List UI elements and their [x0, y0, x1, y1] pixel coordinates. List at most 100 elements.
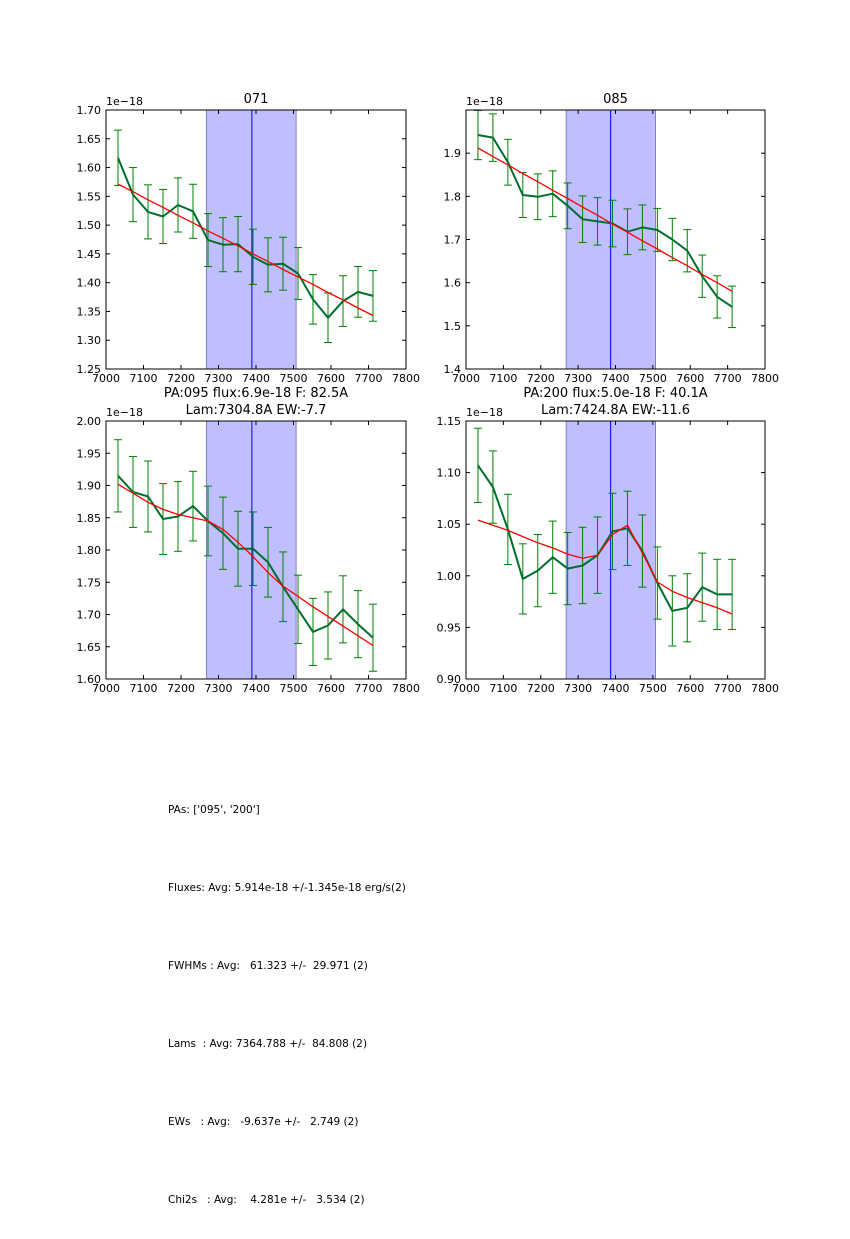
- y-tick-label: 1.60: [77, 162, 102, 175]
- x-tick-label: 7500: [639, 682, 667, 695]
- y-tick-label: 1.5: [444, 320, 462, 333]
- y-tick-label: 1.30: [77, 334, 102, 347]
- summary-pas: PAs: ['095', '200']: [168, 804, 260, 816]
- error-bar: [728, 285, 737, 329]
- x-tick-label: 7700: [714, 682, 742, 695]
- y-tick-label: 1.00: [437, 570, 462, 583]
- x-tick-label: 7200: [527, 372, 555, 385]
- y-tick-label: 1.25: [77, 363, 102, 376]
- y-tick-label: 2.00: [77, 415, 102, 428]
- y-tick-label: 1.75: [77, 576, 102, 589]
- y-tick-label: 1.70: [77, 609, 102, 622]
- y-tick-label: 1.65: [77, 641, 102, 654]
- offset-label: 1e−18: [106, 95, 143, 108]
- axes-frame: [465, 420, 766, 680]
- x-tick-label: 7000: [452, 372, 480, 385]
- summary-stats: PAs: ['095', '200'] Fluxes: Avg: 5.914e-…: [168, 745, 406, 1239]
- y-tick-label: 1.70: [77, 104, 102, 117]
- x-tick-label: 7500: [639, 372, 667, 385]
- highlight-band: [206, 109, 297, 370]
- x-tick-label: 7000: [452, 682, 480, 695]
- y-tick-label: 1.9: [444, 147, 462, 160]
- fit-line: [477, 147, 733, 292]
- summary-ews: EWs : Avg: -9.637e +/- 2.749 (2): [168, 1116, 359, 1128]
- y-tick-label: 1.50: [77, 219, 102, 232]
- x-tick-label: 7400: [242, 372, 270, 385]
- x-tick-label: 7600: [317, 682, 345, 695]
- x-tick-label: 7100: [489, 682, 517, 695]
- fit-line: [117, 483, 374, 647]
- axes-frame: [105, 420, 407, 680]
- offset-label: 1e−18: [106, 406, 143, 419]
- error-bar: [728, 558, 737, 630]
- error-bar: [114, 129, 122, 186]
- offset-label: 1e−18: [466, 95, 503, 108]
- summary-fwhms: FWHMs : Avg: 61.323 +/- 29.971 (2): [168, 960, 368, 972]
- x-tick-label: 7300: [205, 372, 233, 385]
- subplot-title: 085: [603, 92, 628, 107]
- summary-lams: Lams : Avg: 7364.788 +/- 84.808 (2): [168, 1038, 368, 1050]
- data-line: [477, 134, 733, 308]
- subplot-subtitle: Lam:7424.8A EW:-11.6: [541, 403, 690, 418]
- x-tick-label: 7600: [676, 372, 704, 385]
- fit-line: [477, 519, 733, 615]
- y-tick-label: 1.45: [77, 248, 102, 261]
- y-tick-label: 1.65: [77, 133, 102, 146]
- summary-chi2s: Chi2s : Avg: 4.281e +/- 3.534 (2): [168, 1194, 365, 1206]
- x-tick-label: 7000: [92, 372, 120, 385]
- y-tick-label: 1.4: [444, 363, 462, 376]
- x-tick-label: 7800: [751, 682, 779, 695]
- x-tick-label: 7700: [714, 372, 742, 385]
- x-tick-label: 7700: [355, 372, 383, 385]
- subplot-3: 7000 7100 7200 7300 7400 7500 7600 7700 7800 1.60…: [77, 386, 421, 695]
- y-tick-label: 1.15: [437, 415, 462, 428]
- data-line: [477, 464, 733, 612]
- x-tick-label: 7700: [355, 682, 383, 695]
- x-tick-label: 7300: [205, 682, 233, 695]
- highlight-band: [206, 420, 297, 680]
- x-tick-label: 7000: [92, 682, 120, 695]
- y-tick-label: 1.40: [77, 277, 102, 290]
- x-tick-label: 7500: [280, 372, 308, 385]
- subplot-title: 071: [244, 92, 269, 107]
- y-tick-label: 1.6: [444, 277, 462, 290]
- error-bar: [473, 427, 482, 504]
- x-tick-label: 7200: [167, 372, 195, 385]
- x-tick-label: 7200: [167, 682, 195, 695]
- x-tick-label: 7300: [564, 372, 592, 385]
- axes-frame: [105, 109, 407, 370]
- subplot-title: PA:200 flux:5.0e-18 F: 40.1A: [523, 386, 707, 401]
- summary-fluxes: Fluxes: Avg: 5.914e-18 +/-1.345e-18 erg/…: [168, 882, 406, 894]
- y-tick-label: 1.60: [77, 673, 102, 686]
- error-bar: [369, 270, 377, 322]
- y-tick-label: 1.85: [77, 512, 102, 525]
- x-tick-label: 7800: [392, 682, 420, 695]
- y-tick-label: 1.7: [444, 234, 462, 247]
- x-tick-label: 7800: [751, 372, 779, 385]
- x-tick-label: 7400: [242, 682, 270, 695]
- y-tick-label: 1.10: [437, 467, 462, 480]
- y-tick-label: 0.90: [437, 673, 462, 686]
- x-tick-label: 7400: [602, 682, 630, 695]
- y-tick-label: 1.8: [444, 190, 462, 203]
- y-tick-label: 1.55: [77, 190, 102, 203]
- subplot-subtitle: Lam:7304.8A EW:-7.7: [186, 403, 327, 418]
- subplot-2: 7000 7100 7200 7300 7400 7500 7600 7700 7800 1.4 1…: [444, 92, 780, 385]
- y-tick-label: 0.95: [437, 621, 462, 634]
- y-tick-label: 1.05: [437, 518, 462, 531]
- y-tick-label: 1.35: [77, 305, 102, 318]
- x-tick-label: 7500: [280, 682, 308, 695]
- y-tick-label: 1.95: [77, 447, 102, 460]
- x-tick-label: 7300: [564, 682, 592, 695]
- fit-line: [117, 183, 374, 317]
- x-tick-label: 7400: [602, 372, 630, 385]
- axes-frame: [465, 109, 766, 370]
- x-tick-label: 7100: [130, 372, 158, 385]
- subplot-title: PA:095 flux:6.9e-18 F: 82.5A: [164, 386, 348, 401]
- y-tick-label: 1.80: [77, 544, 102, 557]
- subplot-1: 7000 7100 7200 7300 7400 7500 7600 7700 7800 1.25…: [77, 92, 421, 385]
- y-tick-label: 1.90: [77, 480, 102, 493]
- x-tick-label: 7600: [676, 682, 704, 695]
- x-tick-label: 7600: [317, 372, 345, 385]
- x-tick-label: 7200: [527, 682, 555, 695]
